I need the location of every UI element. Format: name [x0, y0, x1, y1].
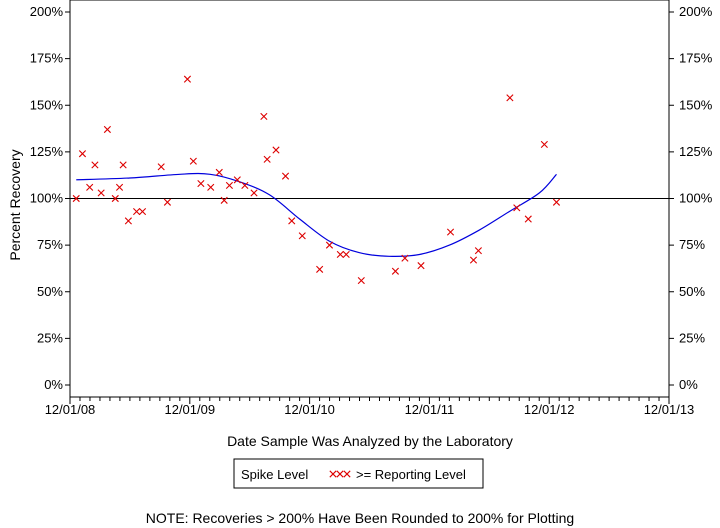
y-axis: 0% 0% 25% 25% 50% 50% 75% 75% 100% 100% 125% 125% 15…	[30, 4, 713, 392]
data-point	[250, 189, 258, 197]
data-point	[336, 250, 344, 259]
data-point	[183, 75, 192, 83]
data-point	[446, 228, 455, 236]
data-point	[540, 140, 548, 149]
data-point	[124, 217, 132, 225]
y-tick-label-left: 200%	[30, 4, 64, 19]
data-point	[288, 217, 296, 225]
y-tick-label-left: 175%	[30, 51, 64, 66]
data-point	[474, 247, 482, 255]
x-tick-label: 12/01/08	[45, 402, 96, 417]
data-point	[72, 194, 80, 203]
legend-box	[233, 458, 484, 489]
data-point	[207, 183, 215, 191]
legend-label-spike-level: Spike Level	[241, 467, 308, 482]
data-point	[91, 161, 99, 169]
data-point	[506, 94, 514, 102]
legend-label-reporting-level: >= Reporting Level	[356, 467, 466, 482]
data-point	[272, 146, 280, 154]
data-point	[342, 250, 350, 259]
data-point	[325, 241, 334, 249]
data-point	[417, 262, 425, 270]
y-tick-label-right: 150%	[679, 97, 713, 112]
data-point	[524, 215, 532, 223]
data-point	[260, 112, 268, 121]
y-tick-label-right: 25%	[679, 330, 705, 345]
y-tick-label-right: 125%	[679, 144, 713, 159]
legend: Spike Level >= Reporting Level	[233, 458, 484, 489]
data-point	[133, 207, 141, 216]
x-tick-label: 12/01/11	[405, 402, 455, 417]
data-point	[138, 207, 147, 216]
legend-marker-x	[343, 470, 351, 478]
data-point	[163, 198, 172, 206]
y-tick-label-left: 0%	[44, 377, 63, 392]
x-tick-label: 12/01/09	[164, 402, 215, 417]
data-point	[241, 181, 249, 190]
legend-marker-x	[329, 470, 337, 478]
data-point	[225, 181, 234, 190]
y-tick-label-left: 125%	[30, 144, 64, 159]
y-tick-label-left: 75%	[37, 237, 63, 252]
data-point	[513, 204, 521, 212]
x-tick-label: 12/01/13	[644, 402, 695, 417]
legend-marker	[329, 470, 351, 478]
data-points	[72, 75, 561, 285]
data-point	[78, 150, 87, 158]
data-point	[357, 276, 365, 285]
x-axis: 12/01/08 12/01/09 12/01/10 12/01/11 12/01/12…	[45, 397, 695, 417]
trend-line	[76, 172, 557, 257]
data-point	[263, 155, 271, 163]
data-point	[86, 183, 94, 191]
data-point	[469, 256, 478, 264]
y-tick-label-left: 150%	[30, 97, 64, 112]
legend-marker-x	[336, 470, 344, 478]
data-point	[552, 198, 561, 206]
y-tick-label-right: 100%	[679, 191, 713, 206]
x-tick-label: 12/01/10	[284, 402, 335, 417]
data-point	[157, 163, 165, 171]
y-tick-label-right: 50%	[679, 284, 705, 299]
plotting-note: NOTE: Recoveries > 200% Have Been Rounde…	[145, 510, 575, 526]
y-tick-label-right: 0%	[679, 377, 698, 392]
y-tick-label-right: 175%	[679, 51, 713, 66]
data-point	[119, 161, 127, 169]
y-axis-label: Percent Recovery	[7, 149, 23, 260]
data-point	[115, 183, 124, 191]
data-point	[281, 172, 290, 180]
y-tick-label-left: 100%	[30, 191, 64, 206]
data-point	[233, 176, 241, 184]
x-tick-label: 12/01/12	[524, 402, 575, 417]
data-point	[298, 232, 306, 240]
data-point	[316, 265, 324, 273]
data-point	[197, 179, 205, 188]
y-tick-label-right: 75%	[679, 237, 705, 252]
data-point	[391, 267, 400, 275]
data-point	[220, 196, 228, 204]
data-point	[189, 157, 197, 165]
y-tick-label-left: 25%	[37, 330, 63, 345]
data-point	[103, 125, 111, 134]
data-point	[215, 168, 223, 176]
y-tick-label-right: 200%	[679, 4, 713, 19]
data-point	[111, 194, 119, 203]
x-axis-label: Date Sample Was Analyzed by the Laborato…	[227, 433, 513, 449]
data-point	[401, 254, 409, 262]
data-point	[97, 189, 105, 197]
y-tick-label-left: 50%	[37, 284, 63, 299]
